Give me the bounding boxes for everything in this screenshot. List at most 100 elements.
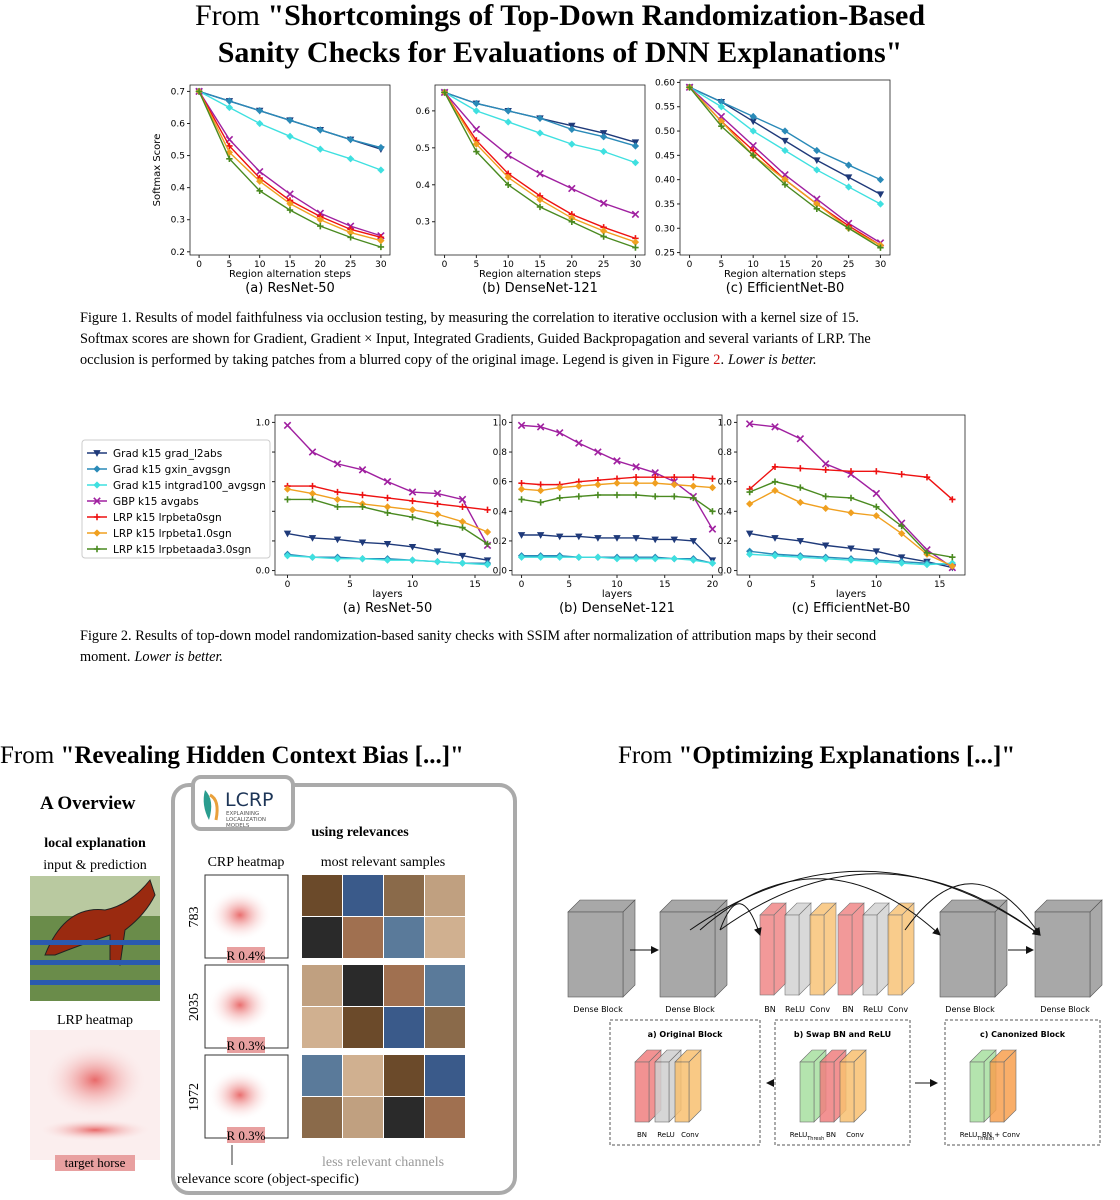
- prefix: From: [618, 742, 673, 769]
- caption-line: Softmax scores are shown for Gradient, G…: [80, 331, 871, 347]
- x-tick-label: 10: [254, 260, 266, 270]
- marker: [651, 469, 659, 477]
- marker: [613, 457, 621, 465]
- marker: [459, 524, 466, 531]
- x-tick-label: 25: [598, 260, 609, 270]
- x-tick-label: 15: [779, 260, 790, 270]
- marker: [93, 545, 101, 553]
- marker: [651, 493, 659, 500]
- heat: [40, 1040, 150, 1120]
- marker: [472, 140, 480, 148]
- marker: [686, 84, 693, 91]
- marker: [651, 474, 659, 481]
- marker: [847, 468, 855, 475]
- marker: [309, 482, 316, 490]
- title-line: From "Shortcomings of Top-Down Randomiza…: [195, 0, 925, 32]
- dashed-box: [609, 1019, 761, 1146]
- marker: [408, 488, 417, 496]
- dashed-box: [944, 1019, 1101, 1146]
- label: local explanation: [44, 836, 146, 851]
- marker: [749, 112, 757, 121]
- y-tick-label: 0.0: [256, 567, 271, 577]
- x-tick-label: 20: [315, 260, 327, 270]
- layer-label: Conv: [810, 1005, 831, 1014]
- sample: [343, 1097, 383, 1138]
- x-tick-label: 20: [566, 260, 578, 270]
- block: [887, 902, 915, 996]
- marker: [575, 493, 583, 500]
- relevance: R 0.3%: [227, 1038, 266, 1053]
- marker: [632, 555, 640, 563]
- marker: [923, 474, 931, 481]
- marker: [632, 479, 640, 487]
- marker: [781, 137, 789, 145]
- x-tick-label: 5: [227, 260, 233, 270]
- marker: [872, 489, 881, 498]
- marker: [317, 222, 324, 230]
- channel-id: 1972: [187, 1083, 202, 1111]
- caption-text: moment.: [80, 649, 130, 665]
- marker: [334, 488, 341, 496]
- fence: [30, 940, 160, 985]
- marker: [377, 236, 385, 245]
- label: CRP heatmap: [208, 855, 285, 870]
- box-title: b) Swap BN and ReLU: [794, 1030, 891, 1039]
- marker: [877, 244, 884, 251]
- marker: [872, 548, 881, 556]
- layer-label: BN + Conv: [982, 1131, 1020, 1139]
- block-side: [714, 899, 728, 998]
- marker: [709, 508, 716, 515]
- x-tick-label: 15: [659, 580, 670, 590]
- r-tag: [227, 947, 265, 963]
- block-side: [853, 1049, 867, 1123]
- marker: [613, 555, 621, 563]
- y-tick-label: 0.40: [655, 176, 675, 186]
- layer-label: Conv: [888, 1005, 909, 1014]
- marker: [556, 553, 564, 561]
- marker: [594, 481, 602, 489]
- chart-title: (b) DenseNet-121: [482, 281, 598, 296]
- marker: [568, 184, 576, 193]
- sample: [425, 965, 465, 1006]
- marker: [873, 468, 880, 475]
- marker: [256, 107, 264, 115]
- y-tick-label: 0.8: [493, 448, 508, 458]
- block-front: [887, 914, 903, 996]
- marker: [333, 495, 342, 504]
- x-axis-label: layers: [372, 589, 402, 600]
- logo-sub: LOCALIZATION: [226, 817, 266, 823]
- x-tick-label: 30: [875, 260, 887, 270]
- y-tick-label: 0.55: [655, 103, 675, 113]
- y-axis-label: Softmax Score: [152, 134, 163, 207]
- y-tick-label: 0.8: [718, 448, 733, 458]
- marker: [408, 506, 417, 514]
- block-front: [1034, 911, 1091, 998]
- block-side: [773, 902, 787, 996]
- marker: [537, 553, 545, 561]
- marker: [594, 448, 602, 456]
- marker: [504, 173, 512, 182]
- marker: [631, 142, 640, 150]
- marker: [384, 509, 391, 516]
- marker: [383, 477, 392, 486]
- x-tick-label: 15: [534, 260, 545, 270]
- plot-frame: [434, 84, 646, 256]
- legend-label: LRP k15 lrpbeta1.0sgn: [113, 528, 232, 540]
- marker: [517, 553, 526, 561]
- block: [939, 899, 1008, 998]
- y-tick-label: 0.4: [171, 184, 186, 194]
- block-front: [659, 911, 716, 998]
- chart: 0.00.20.40.60.81.0051015layersSSIM(a) Re…: [237, 414, 501, 616]
- marker: [670, 555, 678, 563]
- marker: [359, 491, 366, 499]
- marker: [383, 556, 392, 564]
- marker: [333, 555, 342, 563]
- heat: [208, 979, 272, 1031]
- marker: [771, 478, 779, 485]
- layer-label: ReLU: [657, 1131, 675, 1139]
- sample: [425, 875, 465, 916]
- label: relevance score (object-specific): [177, 1172, 359, 1187]
- marker: [670, 536, 678, 544]
- sample: [384, 1007, 424, 1048]
- x-tick-label: 5: [473, 260, 479, 270]
